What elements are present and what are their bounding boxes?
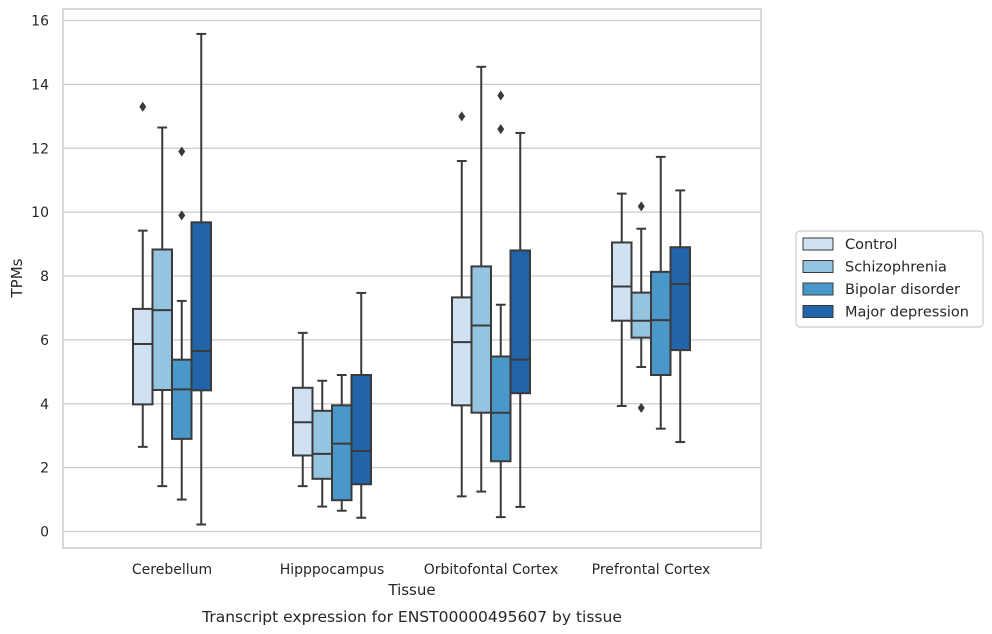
box-bipolar-disorder	[650, 155, 672, 430]
legend-item: Control	[802, 237, 897, 253]
box-major-depression	[669, 189, 691, 444]
legend-item: Bipolar disorder	[802, 282, 960, 298]
box-body	[190, 221, 212, 392]
legend-frame	[795, 230, 984, 328]
y-tick-label: 14	[31, 77, 49, 93]
legend-label: Schizophrenia	[845, 260, 947, 276]
box-body	[151, 248, 173, 392]
y-tick-label: 10	[31, 205, 49, 221]
box-body	[331, 404, 353, 502]
box-body	[132, 307, 154, 406]
legend-item: Schizophrenia	[802, 260, 947, 276]
y-tick-label: 2	[40, 461, 49, 477]
box-body	[350, 374, 372, 486]
legend-swatch	[802, 282, 834, 296]
box-body	[509, 249, 531, 395]
x-tick-label: Orbitofontal Cortex	[424, 562, 559, 578]
box-major-depression	[190, 32, 212, 526]
y-tick-label: 8	[40, 269, 49, 285]
box-body	[630, 291, 652, 339]
box-body	[311, 409, 333, 480]
box-body	[669, 246, 691, 352]
box-body	[611, 241, 633, 322]
box-control	[611, 192, 633, 407]
plot-frame	[62, 8, 762, 549]
legend-label: Major depression	[845, 305, 969, 321]
y-tick-label: 0	[40, 525, 49, 541]
x-axis-label: Tissue	[387, 581, 435, 599]
y-tick-label: 16	[31, 14, 49, 30]
y-tick-label: 12	[31, 141, 49, 157]
boxes	[132, 32, 691, 526]
outlier-point	[178, 146, 186, 157]
y-tick-label: 6	[40, 333, 49, 349]
x-tick-label: Prefrontal Cortex	[592, 562, 711, 578]
box-body	[650, 270, 672, 377]
legend-label: Control	[845, 237, 897, 253]
legend-swatch	[802, 260, 834, 273]
box-schizophrenia	[311, 379, 333, 508]
legend-label: Bipolar disorder	[845, 282, 960, 298]
box-body	[171, 358, 193, 440]
outlier-point	[637, 201, 645, 212]
x-tick-labels: Cerebellum Hipppocampus Orbitofontal Corte…	[132, 562, 710, 578]
box-bipolar-disorder	[490, 90, 512, 519]
y-tick-label: 4	[40, 397, 49, 413]
x-tick-label: Cerebellum	[132, 562, 212, 578]
outlier-point	[637, 402, 645, 413]
box-control	[451, 111, 473, 498]
outlier-point	[178, 210, 186, 221]
outlier-point	[497, 124, 505, 135]
box-schizophrenia	[630, 201, 652, 413]
outlier-point	[458, 111, 466, 122]
box-body	[470, 265, 492, 414]
box-control	[132, 101, 154, 448]
box-body	[451, 296, 473, 407]
box-major-depression	[509, 131, 531, 508]
legend-swatch	[802, 305, 834, 318]
x-tick-label: Hipppocampus	[280, 562, 385, 578]
y-axis-label: TPMs	[8, 258, 26, 298]
figure-caption: Transcript expression for ENST0000049560…	[201, 608, 622, 626]
box-major-depression	[350, 291, 372, 519]
box-bipolar-disorder	[171, 146, 193, 501]
y-tick-labels: 0 2 4 6 8 10 12 14 16	[31, 14, 49, 541]
box-control	[292, 331, 314, 488]
legend-item: Major depression	[802, 305, 969, 321]
box-schizophrenia	[470, 65, 492, 493]
box-bipolar-disorder	[331, 374, 353, 512]
legend: Control Schizophrenia Bipolar disorder Majo…	[795, 230, 984, 328]
outlier-point	[497, 90, 505, 101]
legend-swatch	[802, 237, 834, 251]
outlier-point	[139, 101, 147, 112]
box-body	[490, 355, 512, 463]
box-schizophrenia	[151, 126, 173, 488]
